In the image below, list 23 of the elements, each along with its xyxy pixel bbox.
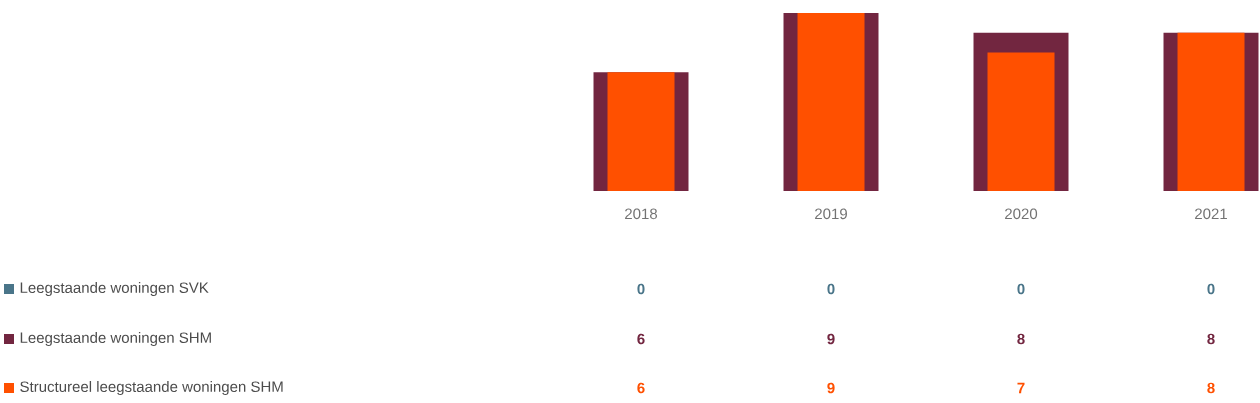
data-label: 0 xyxy=(1017,283,1025,295)
bar xyxy=(1177,32,1245,191)
bar xyxy=(607,72,675,191)
data-label: 6 xyxy=(637,333,645,345)
bar xyxy=(987,52,1055,191)
data-label: 0 xyxy=(637,283,645,295)
data-label: 0 xyxy=(827,283,835,295)
bar xyxy=(797,12,865,191)
x-tick-label: 2019 xyxy=(815,208,847,220)
data-label: 9 xyxy=(827,333,835,345)
data-label: 8 xyxy=(1207,333,1215,345)
data-label: 7 xyxy=(1017,382,1025,394)
x-tick-label: 2020 xyxy=(1005,208,1038,220)
data-label: 9 xyxy=(827,382,835,394)
legend-label: Leegstaande woningen SHM xyxy=(20,332,211,346)
data-label: 8 xyxy=(1207,382,1215,394)
x-tick-label: 2021 xyxy=(1195,208,1227,220)
legend-label: Leegstaande woningen SVK xyxy=(20,282,209,296)
legend-label: Structureel leegstaande woningen SHM xyxy=(20,380,283,395)
data-label: 8 xyxy=(1017,333,1025,345)
data-label: 0 xyxy=(1207,283,1215,295)
data-label: 6 xyxy=(637,382,645,394)
x-tick-label: 2018 xyxy=(625,208,658,220)
